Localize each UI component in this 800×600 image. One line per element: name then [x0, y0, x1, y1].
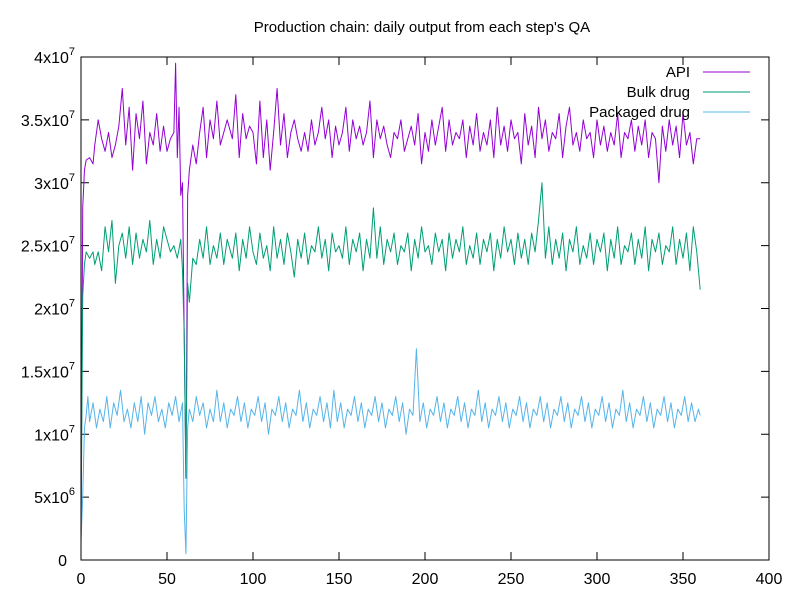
series-layer [80, 62, 701, 555]
x-tick-label: 350 [670, 571, 697, 588]
series-line-bulk-drug [80, 182, 701, 542]
y-axis: 0 5x106 1x107 1.5x107 2x107 2.5x107 3x107 3.5x1… [21, 46, 769, 570]
x-tick-label: 250 [498, 571, 525, 588]
y-tick-label: 1x107 [34, 423, 75, 444]
y-tick-label: 5x106 [34, 486, 75, 507]
plot-frame [80, 56, 770, 561]
legend-label-bulk-drug: Bulk drug [627, 84, 690, 101]
x-tick-label: 200 [412, 571, 439, 588]
legend-label-packaged-drug: Packaged drug [589, 104, 690, 121]
y-tick-label: 0 [58, 553, 67, 570]
y-tick-label: 2.5x107 [21, 235, 75, 256]
y-tick-label: 1.5x107 [21, 360, 75, 381]
legend: API Bulk drug Packaged drug [589, 64, 750, 121]
y-tick-label: 4x107 [34, 46, 75, 67]
series-line-packaged-drug [80, 348, 701, 555]
x-tick-label: 50 [158, 571, 176, 588]
x-tick-label: 300 [584, 571, 611, 588]
x-tick-label: 150 [326, 571, 353, 588]
legend-label-api: API [666, 64, 690, 81]
x-tick-label: 0 [77, 571, 86, 588]
y-tick-label: 3.5x107 [21, 109, 75, 130]
chart-title: Production chain: daily output from each… [254, 19, 590, 36]
y-tick-label: 2x107 [34, 298, 75, 319]
x-axis: 0 50 100 150 200 250 300 350 400 [77, 57, 783, 588]
y-tick-label: 3x107 [34, 172, 75, 193]
series-line-api [80, 62, 701, 535]
x-tick-label: 400 [756, 571, 783, 588]
x-tick-label: 100 [240, 571, 267, 588]
